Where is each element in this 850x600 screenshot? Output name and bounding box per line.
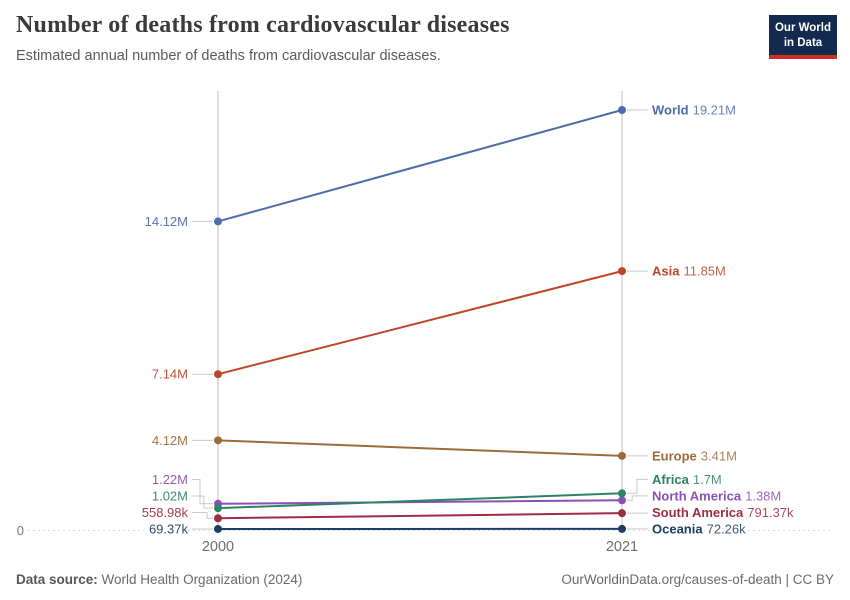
start-value-label-oceania[interactable]: 69.37k xyxy=(147,519,191,538)
label-connector-start-north-america xyxy=(192,478,213,505)
series-line-north-america[interactable] xyxy=(217,499,623,505)
data-point-south-america-2021[interactable] xyxy=(618,509,626,518)
end-label-asia[interactable]: Asia 11.85M xyxy=(650,262,728,281)
start-value-label-south-america[interactable]: 558.98k xyxy=(140,503,191,522)
x-tick-label-2021: 2021 xyxy=(606,539,638,555)
owid-logo-line1: Our World xyxy=(774,22,831,34)
end-value-world: 19.21M xyxy=(693,103,736,118)
series-line-asia[interactable] xyxy=(217,270,623,376)
data-source-label: Data source: xyxy=(16,572,98,587)
data-point-south-america-2000[interactable] xyxy=(214,514,222,523)
series-name-world: World xyxy=(652,103,689,118)
series-name-asia: Asia xyxy=(652,264,680,279)
data-point-world-2000[interactable] xyxy=(214,217,222,226)
chart-footer: Data source: World Health Organization (… xyxy=(16,572,834,587)
end-label-africa[interactable]: Africa 1.7M xyxy=(650,470,724,489)
start-value-label-asia[interactable]: 7.14M xyxy=(150,365,190,384)
end-value-africa: 1.7M xyxy=(693,472,722,487)
end-label-world[interactable]: World 19.21M xyxy=(650,101,738,120)
attribution-link[interactable]: OurWorldinData.org/causes-of-death | CC … xyxy=(561,572,834,587)
series-line-world[interactable] xyxy=(217,109,623,223)
series-line-south-america[interactable] xyxy=(217,512,623,520)
owid-logo[interactable]: Our World in Data xyxy=(769,15,837,60)
end-value-oceania: 72.26k xyxy=(707,521,747,536)
data-source-note: Data source: World Health Organization (… xyxy=(16,572,302,587)
chart-subtitle: Estimated annual number of deaths from c… xyxy=(16,48,441,64)
end-label-europe[interactable]: Europe 3.41M xyxy=(650,446,739,465)
series-name-africa: Africa xyxy=(652,472,690,487)
end-value-south-america: 791.37k xyxy=(747,505,794,520)
data-point-oceania-2000[interactable] xyxy=(214,524,222,533)
series-name-europe: Europe xyxy=(652,448,697,463)
data-point-europe-2021[interactable] xyxy=(618,451,626,460)
series-line-europe[interactable] xyxy=(217,439,623,457)
end-value-north-america: 1.38M xyxy=(745,488,781,503)
data-point-europe-2000[interactable] xyxy=(214,436,222,445)
end-label-oceania[interactable]: Oceania 72.26k xyxy=(650,519,748,538)
start-value-label-north-america[interactable]: 1.22M xyxy=(150,470,190,489)
series-name-north-america: North America xyxy=(652,488,742,503)
series-name-south-america: South America xyxy=(652,505,744,520)
series-line-africa[interactable] xyxy=(217,492,623,510)
data-point-africa-2021[interactable] xyxy=(618,489,626,498)
label-connector-end-africa xyxy=(627,478,648,494)
y-zero-label: 0 xyxy=(17,523,24,538)
end-label-south-america[interactable]: South America 791.37k xyxy=(650,503,796,522)
data-point-oceania-2021[interactable] xyxy=(618,524,626,533)
end-value-europe: 3.41M xyxy=(701,448,737,463)
series-name-oceania: Oceania xyxy=(652,521,703,536)
data-point-world-2021[interactable] xyxy=(618,106,626,114)
start-value-label-world[interactable]: 14.12M xyxy=(143,212,190,231)
end-value-asia: 11.85M xyxy=(683,264,725,279)
data-source-value: World Health Organization (2024) xyxy=(97,572,303,587)
start-value-label-europe[interactable]: 4.12M xyxy=(150,431,190,450)
data-point-north-america-2021[interactable] xyxy=(618,496,626,505)
label-connector-start-africa xyxy=(192,495,213,509)
end-label-north-america[interactable]: North America 1.38M xyxy=(650,486,783,505)
start-value-label-africa[interactable]: 1.02M xyxy=(150,486,190,505)
label-connector-end-north-america xyxy=(627,495,648,501)
page-title: Number of deaths from cardiovascular dis… xyxy=(16,12,510,38)
data-point-asia-2000[interactable] xyxy=(214,370,222,379)
chart-header: Number of deaths from cardiovascular dis… xyxy=(16,12,750,64)
x-tick-label-2000: 2000 xyxy=(202,539,234,555)
label-connector-start-south-america xyxy=(192,511,213,519)
data-point-africa-2000[interactable] xyxy=(214,504,222,513)
owid-logo-line2: in Data xyxy=(783,37,823,50)
data-point-asia-2021[interactable] xyxy=(618,267,626,276)
